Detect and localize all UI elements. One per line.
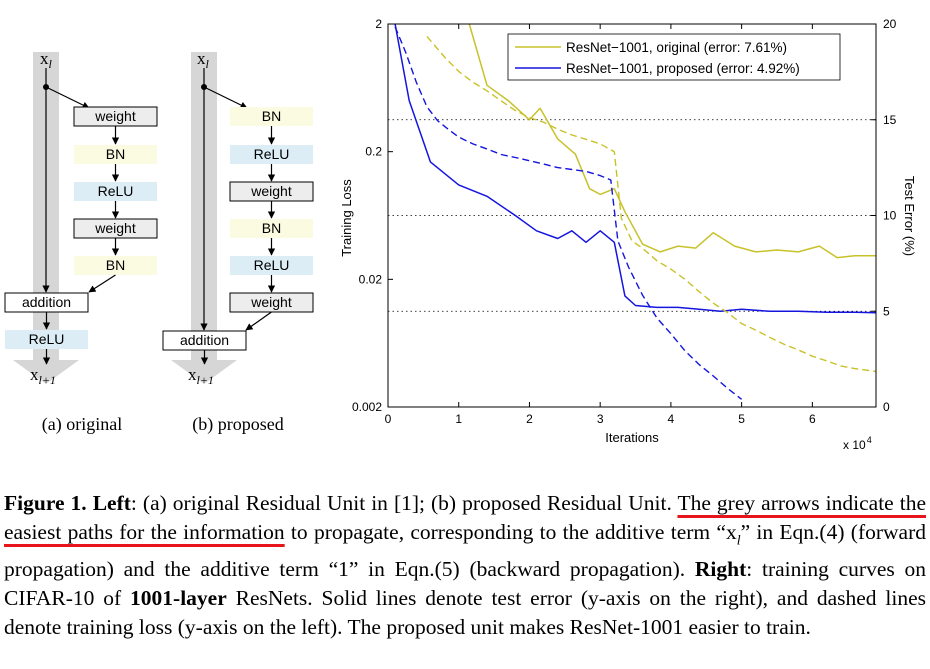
x-tick-label: 0	[385, 412, 392, 426]
block-label: weight	[94, 108, 136, 124]
input-label-a: xl	[40, 49, 53, 71]
training-loss-line-original	[426, 35, 877, 373]
caption-b: (b) proposed	[192, 414, 283, 435]
block-label: weight	[250, 294, 292, 310]
caption-text: : (a) original Residual Unit in [1]; (b)…	[130, 491, 678, 515]
y-left-tick-label: 0.2	[365, 145, 382, 159]
caption-text: ResNets. Solid lines denote test error (…	[4, 586, 926, 640]
caption-bold: 1001-layer	[130, 586, 227, 611]
test-error-line-original	[468, 23, 876, 259]
y-right-tick-label: 5	[883, 304, 890, 318]
block-label: BN	[106, 257, 125, 273]
legend-box	[507, 33, 841, 81]
caption-text: : training curves on CIFAR-10 of	[4, 557, 926, 611]
edge	[245, 311, 272, 331]
x-tick-label: 2	[526, 412, 533, 426]
relu-block	[5, 330, 88, 349]
output-label-a: xl+1	[30, 365, 56, 387]
edge	[45, 86, 90, 109]
relu-block	[74, 182, 157, 201]
figure-caption: Figure 1. Left: (a) original Residual Un…	[4, 489, 926, 642]
y-right-tick-label: 20	[883, 17, 897, 31]
series-layer	[394, 23, 877, 400]
right-label: Right	[694, 557, 747, 582]
block-label: BN	[106, 146, 125, 162]
x-tick-label: 3	[597, 412, 604, 426]
figure-label: Figure 1.	[4, 491, 87, 515]
block-label: ReLU	[98, 183, 134, 199]
block-label: weight	[94, 220, 136, 236]
x-tick-label: 5	[738, 412, 745, 426]
legend-label-original: ResNet−1001, original (error: 7.61%)	[566, 40, 787, 55]
x-multiplier: x 104	[843, 435, 872, 452]
caption-subscript: l	[736, 533, 741, 549]
relu-block	[230, 256, 313, 275]
bn-block	[74, 145, 157, 164]
block-label: ReLU	[254, 257, 290, 273]
caption-text: to propagate, corresponding to the addit…	[284, 520, 737, 544]
grid-lines	[388, 119, 876, 312]
output-label-b: xl+1	[188, 365, 214, 387]
x-tick-label: 4	[668, 412, 675, 426]
y-right-tick-label: 0	[883, 400, 890, 414]
edge	[88, 274, 116, 293]
block-label: weight	[250, 183, 292, 199]
y-left-tick-label: 0.02	[359, 272, 383, 286]
diagram-proposed: xl BN ReLU weight BN ReLU weight additio…	[162, 49, 314, 435]
legend-label-proposed: ResNet−1001, proposed (error: 4.92%)	[566, 61, 800, 76]
block-label: BN	[262, 220, 281, 236]
addition-label: addition	[180, 332, 229, 348]
x-axis-label: Iterations	[605, 430, 659, 445]
input-label-b: xl	[197, 49, 210, 71]
legend: ResNet−1001, original (error: 7.61%) Res…	[507, 33, 841, 81]
block-label: ReLU	[254, 146, 290, 162]
x-tick-label: 6	[809, 412, 816, 426]
diagram-original: xl weight BN ReLU weight BN addition ReL…	[4, 49, 158, 435]
addition-label: addition	[22, 294, 71, 310]
y-right-tick-label: 10	[883, 209, 897, 223]
bn-block	[230, 107, 313, 126]
caption-text: ” in Eqn.(4) (forward propagation) and t…	[4, 520, 926, 582]
bn-block	[74, 256, 157, 275]
bn-block	[230, 219, 313, 238]
y-right-tick-label: 15	[883, 113, 897, 127]
x-tick-label: 1	[455, 412, 462, 426]
caption-a: (a) original	[42, 414, 122, 435]
y-left-tick-label: 0.002	[352, 400, 382, 414]
caption-underlined: The grey arrows indicate the easiest pat…	[4, 491, 927, 544]
block-label: BN	[262, 108, 281, 124]
left-label: Left	[92, 491, 131, 515]
y-left-tick-label: 2	[375, 17, 382, 31]
block-label: ReLU	[29, 331, 65, 347]
y-left-axis-label: Training Loss	[339, 179, 354, 257]
y-right-axis-label: Test Error (%)	[902, 176, 917, 256]
edge	[203, 86, 248, 109]
relu-block	[230, 145, 313, 164]
test-error-line-proposed	[394, 23, 877, 314]
training-loss-line-proposed	[394, 26, 743, 400]
